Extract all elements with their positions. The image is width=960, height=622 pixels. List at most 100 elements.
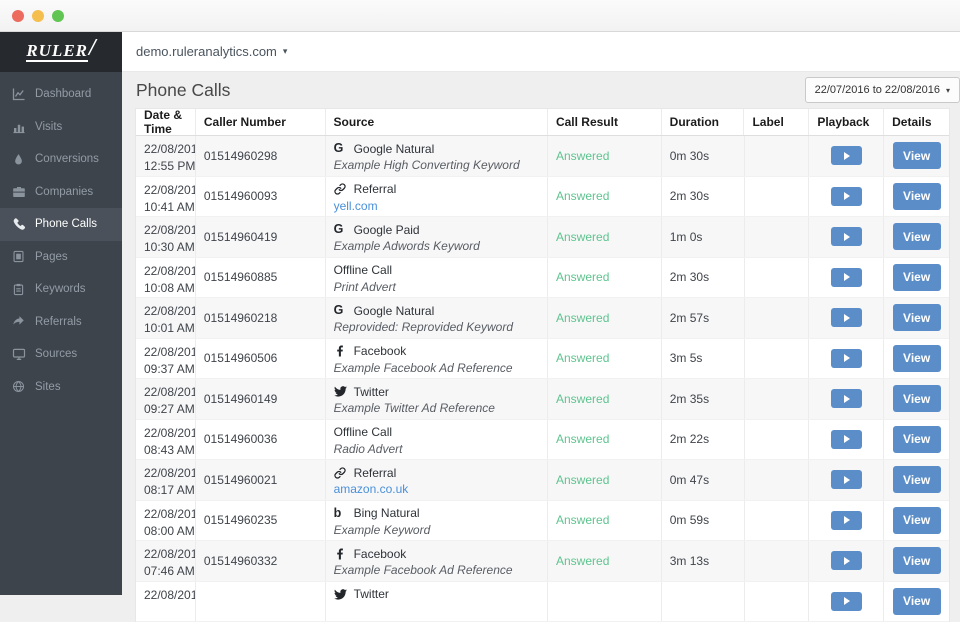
logo[interactable]: RULER / xyxy=(0,32,122,72)
view-button[interactable]: View xyxy=(893,142,941,169)
cell-playback xyxy=(809,136,884,176)
date-range-label: 22/07/2016 to 22/08/2016 xyxy=(815,84,940,96)
playback-button[interactable] xyxy=(831,308,862,327)
view-button[interactable]: View xyxy=(893,547,941,574)
date-text: 22/08/2016 xyxy=(144,546,193,563)
source-name: Google Natural xyxy=(354,142,435,156)
cell-label xyxy=(745,258,810,298)
column-header-label: Label xyxy=(744,109,809,135)
cell-date-time: 22/08/201610:41 AM xyxy=(136,177,196,217)
playback-button[interactable] xyxy=(831,349,862,368)
chevron-down-icon: ▾ xyxy=(283,46,288,57)
playback-button[interactable] xyxy=(831,187,862,206)
sidebar-item-conversions[interactable]: Conversions xyxy=(0,143,122,176)
source-referrer-link[interactable]: yell.com xyxy=(334,197,547,215)
cell-caller-number: 01514960021 xyxy=(196,460,326,500)
cell-details: View xyxy=(884,339,949,379)
sidebar-item-sites[interactable]: Sites xyxy=(0,371,122,404)
column-header-date-time: Date & Time xyxy=(136,109,196,135)
source-name-row: Offline Call xyxy=(334,263,547,278)
view-button[interactable]: View xyxy=(893,304,941,331)
bing-icon: b xyxy=(334,507,348,520)
source-detail: Example Twitter Ad Reference xyxy=(334,399,547,417)
source-referrer-link[interactable]: amazon.co.uk xyxy=(334,480,547,498)
date-text: 22/08/2016 xyxy=(144,141,193,158)
cell-playback xyxy=(809,258,884,298)
view-button[interactable]: View xyxy=(893,223,941,250)
view-button[interactable]: View xyxy=(893,466,941,493)
minimize-window-button[interactable] xyxy=(32,10,44,22)
view-button[interactable]: View xyxy=(893,183,941,210)
cell-call-result: Answered xyxy=(548,258,662,298)
cell-details: View xyxy=(884,420,949,460)
sidebar-item-dashboard[interactable]: Dashboard xyxy=(0,78,122,111)
cell-caller-number: 01514960036 xyxy=(196,420,326,460)
column-header-duration: Duration xyxy=(662,109,745,135)
cell-call-result: Answered xyxy=(548,501,662,541)
playback-button[interactable] xyxy=(831,268,862,287)
cell-date-time: 22/08/201610:30 AM xyxy=(136,217,196,257)
view-button[interactable]: View xyxy=(893,385,941,412)
view-button[interactable]: View xyxy=(893,264,941,291)
cell-date-time: 22/08/201612:55 PM xyxy=(136,136,196,176)
table-row: 22/08/201609:27 AM01514960149TwitterExam… xyxy=(136,379,949,420)
playback-button[interactable] xyxy=(831,511,862,530)
column-header-caller-number: Caller Number xyxy=(196,109,326,135)
close-window-button[interactable] xyxy=(12,10,24,22)
sidebar-item-phone-calls[interactable]: Phone Calls xyxy=(0,208,122,241)
cell-date-time: 22/08/201608:17 AM xyxy=(136,460,196,500)
cell-duration: 2m 35s xyxy=(662,379,745,419)
zoom-window-button[interactable] xyxy=(52,10,64,22)
playback-button[interactable] xyxy=(831,551,862,570)
playback-button[interactable] xyxy=(831,146,862,165)
table-row: 22/08/201609:37 AM01514960506FacebookExa… xyxy=(136,339,949,380)
date-text: 22/08/2016 xyxy=(144,425,193,442)
domain-selector[interactable]: demo.ruleranalytics.com ▾ xyxy=(122,32,960,72)
phone-icon xyxy=(11,217,26,232)
sidebar-item-keywords[interactable]: Keywords xyxy=(0,273,122,306)
playback-button[interactable] xyxy=(831,227,862,246)
sidebar-item-visits[interactable]: Visits xyxy=(0,111,122,144)
view-button[interactable]: View xyxy=(893,426,941,453)
cell-caller-number: 01514960298 xyxy=(196,136,326,176)
sidebar-item-sources[interactable]: Sources xyxy=(0,338,122,371)
cell-details: View xyxy=(884,501,949,541)
cell-label xyxy=(745,501,810,541)
date-text: 22/08/2016 xyxy=(144,506,193,523)
view-button[interactable]: View xyxy=(893,588,941,615)
google-icon: G xyxy=(334,304,348,317)
playback-button[interactable] xyxy=(831,470,862,489)
cell-call-result: Answered xyxy=(548,177,662,217)
date-range-picker[interactable]: 22/07/2016 to 22/08/2016 ▾ xyxy=(805,77,960,103)
sidebar-item-companies[interactable]: Companies xyxy=(0,176,122,209)
sidebar-item-pages[interactable]: Pages xyxy=(0,241,122,274)
play-icon xyxy=(844,152,850,160)
cell-duration: 0m 47s xyxy=(662,460,745,500)
sidebar-item-label: Conversions xyxy=(35,153,99,165)
play-icon xyxy=(844,516,850,524)
time-text: 09:37 AM xyxy=(144,361,193,378)
globe-icon xyxy=(11,379,26,394)
time-text: 08:17 AM xyxy=(144,482,193,499)
view-button[interactable]: View xyxy=(893,507,941,534)
source-name: Offline Call xyxy=(334,425,392,439)
source-name: Facebook xyxy=(354,344,407,358)
cell-call-result: Answered xyxy=(548,420,662,460)
cell-details: View xyxy=(884,298,949,338)
cell-date-time: 22/08/201610:01 AM xyxy=(136,298,196,338)
cell-call-result: Answered xyxy=(548,541,662,581)
time-text: 08:00 AM xyxy=(144,523,193,540)
playback-button[interactable] xyxy=(831,389,862,408)
view-button[interactable]: View xyxy=(893,345,941,372)
date-text: 22/08/2016 xyxy=(144,465,193,482)
cell-call-result: Answered xyxy=(548,136,662,176)
cell-label xyxy=(745,582,810,622)
play-icon xyxy=(844,557,850,565)
cell-playback xyxy=(809,339,884,379)
playback-button[interactable] xyxy=(831,430,862,449)
sidebar-item-referrals[interactable]: Referrals xyxy=(0,306,122,339)
